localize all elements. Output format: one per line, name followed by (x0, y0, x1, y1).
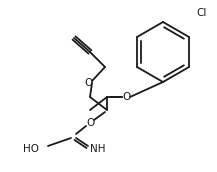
Text: O: O (84, 78, 92, 88)
Text: HO: HO (23, 144, 39, 154)
Text: NH: NH (90, 144, 105, 154)
Text: O: O (86, 118, 94, 128)
Text: Cl: Cl (196, 8, 206, 18)
Text: O: O (122, 92, 130, 102)
